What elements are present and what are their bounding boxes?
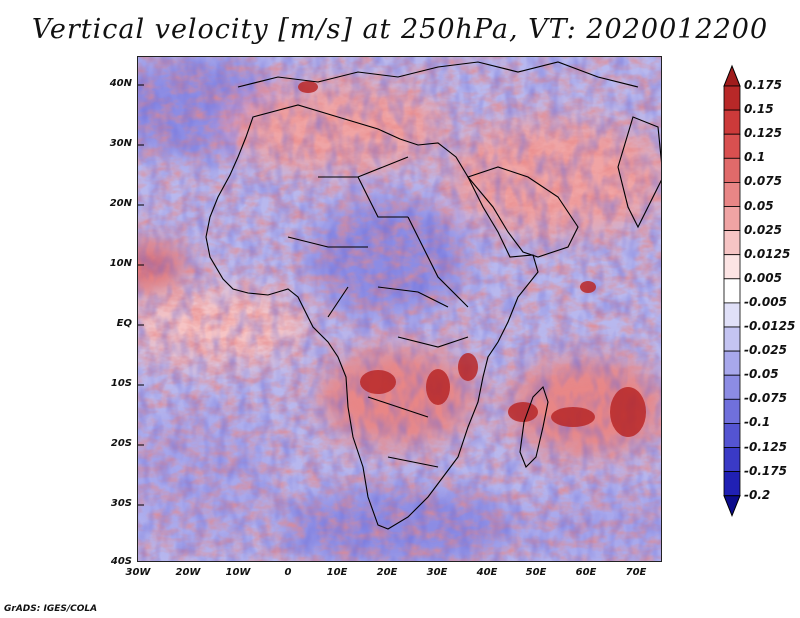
lat-label-10n: 10N xyxy=(109,258,132,269)
colorbar-segment xyxy=(723,206,741,232)
colorbar-segment xyxy=(723,278,741,304)
lon-label-30e: 30E xyxy=(426,567,448,578)
lon-label-60e: 60E xyxy=(575,567,597,578)
lon-label-0: 0 xyxy=(284,567,292,578)
colorbar-segment xyxy=(723,157,741,183)
colorbar-segment xyxy=(723,326,741,352)
colorbar-label: -0.025 xyxy=(744,343,787,358)
lat-label-eq: EQ xyxy=(116,318,132,329)
colorbar-label: 0.0125 xyxy=(744,246,791,261)
coastlines xyxy=(205,61,661,530)
colorbar-label: 0.125 xyxy=(744,126,782,141)
colorbar-segment xyxy=(723,85,741,111)
colorbar-label: -0.075 xyxy=(744,391,787,406)
lon-label-20e: 20E xyxy=(376,567,398,578)
colorbar-segment xyxy=(723,447,741,473)
lat-label-20s: 20S xyxy=(110,438,132,449)
colorbar-segment xyxy=(723,374,741,400)
chart-title: Vertical velocity [m/s] at 250hPa, VT: 2… xyxy=(31,14,769,45)
lat-label-40n: 40N xyxy=(109,78,132,89)
lat-label-30s: 30S xyxy=(110,498,132,509)
colorbar-label: 0.075 xyxy=(744,174,782,189)
map-panel xyxy=(137,56,662,562)
colorbar-segment xyxy=(723,182,741,207)
lon-label-10e: 10E xyxy=(326,567,348,578)
lon-label-10w: 10W xyxy=(225,567,251,578)
lat-label-20n: 20N xyxy=(109,198,132,209)
colorbar-top-arrow xyxy=(723,64,741,87)
colorbar-label: -0.1 xyxy=(744,415,771,430)
frame-ticks xyxy=(138,84,144,506)
lon-label-70e: 70E xyxy=(625,567,647,578)
colorbar-label: 0.025 xyxy=(744,222,782,237)
texture-blue xyxy=(138,57,661,561)
colorbar-segment xyxy=(723,302,741,328)
colorbar-label: -0.2 xyxy=(744,487,771,502)
strong-ascent-patches xyxy=(298,81,646,437)
lat-label-10s: 10S xyxy=(110,378,132,389)
colorbar-label: 0.175 xyxy=(744,78,782,92)
lon-label-50e: 50E xyxy=(525,567,547,578)
colorbar-label: -0.175 xyxy=(744,463,787,478)
colorbar-bottom-arrow xyxy=(723,495,741,518)
lat-label-30n: 30N xyxy=(109,138,132,149)
colorbar-segment xyxy=(723,471,741,497)
colorbar xyxy=(722,64,742,562)
colorbar-label: -0.005 xyxy=(744,294,787,309)
colorbar-label: -0.0125 xyxy=(744,319,796,333)
colorbar-segment xyxy=(723,422,741,448)
colorbar-label: 0.15 xyxy=(744,102,774,117)
colorbar-label: -0.125 xyxy=(744,439,787,454)
colorbar-segment xyxy=(723,254,741,280)
lat-label-40s: 40S xyxy=(110,556,132,567)
colorbar-label: -0.05 xyxy=(744,367,779,382)
colorbar-label: 0.1 xyxy=(744,150,766,165)
colorbar-segment xyxy=(723,109,741,135)
credit-text: GrADS: IGES/COLA xyxy=(4,604,98,614)
lon-label-30w: 30W xyxy=(125,567,151,578)
lon-label-40e: 40E xyxy=(476,567,498,578)
colorbar-segment xyxy=(723,398,741,424)
colorbar-label: 0.005 xyxy=(744,270,782,285)
colorbar-segment xyxy=(723,350,741,376)
colorbar-label: 0.05 xyxy=(744,198,774,213)
colorbar-segment xyxy=(723,133,741,159)
colorbar-segment xyxy=(723,230,741,256)
lon-label-20w: 20W xyxy=(175,567,201,578)
